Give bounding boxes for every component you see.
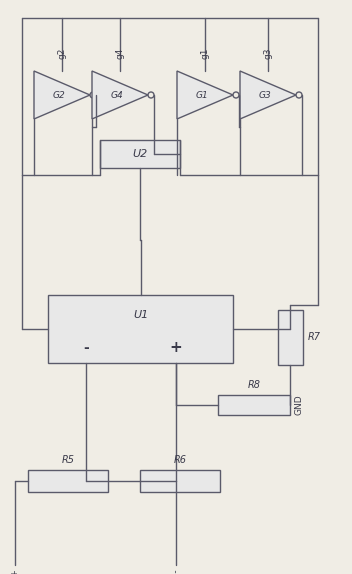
Bar — [100, 140, 180, 168]
Text: g1: g1 — [201, 48, 209, 59]
Bar — [48, 295, 233, 363]
Text: IN-: IN- — [171, 568, 181, 574]
Polygon shape — [177, 71, 233, 119]
Text: R8: R8 — [247, 380, 260, 390]
Text: IN+: IN+ — [11, 568, 19, 574]
Text: g2: g2 — [57, 48, 67, 59]
Polygon shape — [34, 71, 90, 119]
Bar — [28, 470, 108, 492]
Text: R5: R5 — [62, 455, 75, 465]
Bar — [277, 310, 302, 365]
Text: g3: g3 — [264, 48, 272, 59]
Text: U2: U2 — [132, 149, 147, 159]
Polygon shape — [92, 71, 148, 119]
Text: GND: GND — [295, 395, 304, 416]
Text: g4: g4 — [115, 48, 125, 59]
Text: G2: G2 — [53, 91, 65, 99]
Text: G1: G1 — [196, 91, 208, 99]
Text: U1: U1 — [133, 310, 148, 320]
Bar — [218, 395, 290, 415]
Polygon shape — [240, 71, 296, 119]
Text: G3: G3 — [259, 91, 271, 99]
Text: -: - — [83, 341, 89, 355]
Text: G4: G4 — [111, 91, 123, 99]
Text: R7: R7 — [308, 332, 321, 343]
Text: +: + — [170, 340, 182, 355]
Bar — [140, 470, 220, 492]
Text: R6: R6 — [174, 455, 187, 465]
